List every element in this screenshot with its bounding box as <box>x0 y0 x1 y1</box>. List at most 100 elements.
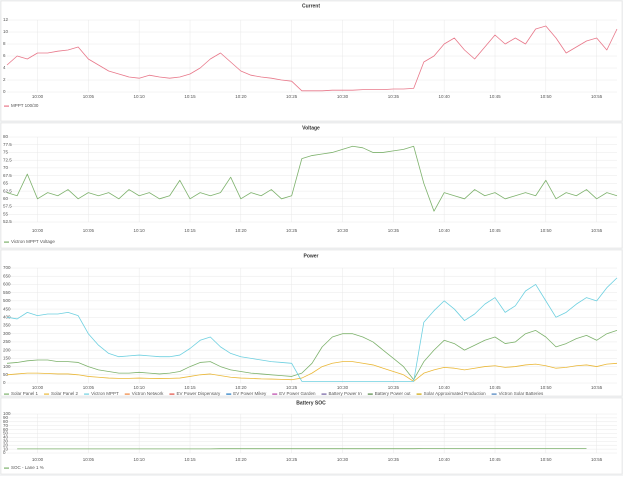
y-tick-label: 72.5 <box>3 157 12 162</box>
y-tick-label: 90 <box>3 415 9 420</box>
y-tick-label: 77.5 <box>3 142 12 147</box>
legend-label: Battery Power In <box>329 391 363 396</box>
y-tick-label: 100 <box>3 364 11 369</box>
y-tick-label: 70 <box>3 165 9 170</box>
x-tick-label: 10:15 <box>184 457 196 462</box>
x-tick-label: 10:55 <box>591 94 603 99</box>
x-tick-label: 10:05 <box>83 94 95 99</box>
x-tick-label: 10:45 <box>489 94 501 99</box>
x-tick-label: 10:20 <box>235 457 247 462</box>
legend-label: EV Power Garden <box>279 391 316 396</box>
legend-swatch <box>4 393 9 395</box>
y-tick-label: 150 <box>3 356 11 361</box>
y-tick-label: 2 <box>3 77 6 82</box>
legend-swatch <box>491 393 497 395</box>
x-tick-label: 10:10 <box>134 94 146 99</box>
legend-label: Victron Network <box>132 391 164 396</box>
y-tick-label: 60 <box>3 196 9 201</box>
y-tick-label: 60 <box>3 427 9 432</box>
x-tick-label: 10:40 <box>439 457 451 462</box>
x-tick-label: 10:05 <box>83 385 95 390</box>
x-tick-label: 10:45 <box>489 228 501 233</box>
panel <box>0 249 623 397</box>
y-tick-label: 50 <box>3 431 9 436</box>
panel <box>0 122 623 249</box>
x-tick-label: 10:15 <box>184 385 196 390</box>
x-tick-label: 10:00 <box>32 228 44 233</box>
x-tick-label: 10:15 <box>184 228 196 233</box>
legend-label: EV Power Mikey <box>233 391 267 396</box>
legend-swatch <box>4 467 9 469</box>
x-tick-label: 10:10 <box>134 385 146 390</box>
y-tick-label: 250 <box>3 339 11 344</box>
x-tick-label: 10:35 <box>388 94 400 99</box>
x-tick-label: 10:30 <box>337 94 349 99</box>
series-line <box>6 277 618 382</box>
legend-label: EV Power Dispensary <box>176 391 221 396</box>
y-tick-label: 4 <box>3 65 6 70</box>
x-tick-label: 10:30 <box>337 385 349 390</box>
y-tick-label: 20 <box>3 442 9 447</box>
x-tick-label: 10:30 <box>337 228 349 233</box>
legend-swatch <box>44 393 50 395</box>
x-tick-label: 10:40 <box>439 385 451 390</box>
legend-swatch <box>272 393 278 395</box>
y-tick-label: 300 <box>3 331 11 336</box>
legend-label: Solar Approximated Production <box>424 391 487 396</box>
y-tick-label: 350 <box>3 323 11 328</box>
y-tick-label: 30 <box>3 438 9 443</box>
legend-swatch <box>124 393 130 395</box>
legend-label: Victron Solar Batteries <box>499 391 544 396</box>
legend-label: Victron MPPT <box>91 391 119 396</box>
panel <box>0 397 623 475</box>
legend-label: Victron MPPT Voltage <box>11 239 55 244</box>
x-tick-label: 10:35 <box>388 228 400 233</box>
x-tick-label: 10:35 <box>388 457 400 462</box>
x-tick-label: 10:50 <box>540 94 552 99</box>
y-tick-label: 55 <box>3 211 9 216</box>
legend-swatch <box>4 241 9 243</box>
legend-label: Solar Panel 1 <box>11 391 39 396</box>
x-tick-label: 10:20 <box>235 228 247 233</box>
x-tick-label: 10:25 <box>286 385 298 390</box>
y-tick-label: 550 <box>3 290 11 295</box>
y-tick-label: 70 <box>3 423 9 428</box>
y-tick-label: 10 <box>3 29 9 34</box>
x-tick-label: 10:50 <box>540 457 552 462</box>
legend-label: Battery Power out <box>375 391 412 396</box>
x-tick-label: 10:50 <box>540 228 552 233</box>
legend-label: MPPT 100/30 <box>11 103 39 108</box>
panel-title: Power <box>303 253 318 259</box>
legend-swatch <box>4 105 9 107</box>
y-tick-label: 12 <box>3 17 9 22</box>
x-tick-label: 10:00 <box>32 457 44 462</box>
x-tick-label: 10:00 <box>32 385 44 390</box>
y-tick-label: 50 <box>3 372 9 377</box>
y-tick-label: 40 <box>3 435 9 440</box>
y-tick-label: 8 <box>3 41 6 46</box>
y-tick-label: 450 <box>3 306 11 311</box>
legend-swatch <box>416 393 422 395</box>
x-tick-label: 10:55 <box>591 385 603 390</box>
y-tick-label: 0 <box>3 89 6 94</box>
series-line <box>6 330 618 381</box>
x-tick-label: 10:15 <box>184 94 196 99</box>
series-line <box>6 145 618 212</box>
legend-label: SOC - Lane 1 % <box>11 465 44 470</box>
x-tick-label: 10:45 <box>489 385 501 390</box>
y-tick-label: 57.5 <box>3 204 12 209</box>
y-tick-label: 0 <box>3 380 6 385</box>
panel-title: Current <box>302 3 320 9</box>
y-tick-label: 100 <box>3 411 11 416</box>
panel <box>0 0 623 122</box>
x-tick-label: 10:20 <box>235 385 247 390</box>
x-tick-label: 10:00 <box>32 94 44 99</box>
y-tick-label: 200 <box>3 347 11 352</box>
series-line <box>6 361 618 382</box>
legend-swatch <box>84 393 90 395</box>
y-tick-label: 700 <box>3 265 11 270</box>
x-tick-label: 10:05 <box>83 457 95 462</box>
y-tick-label: 650 <box>3 273 11 278</box>
